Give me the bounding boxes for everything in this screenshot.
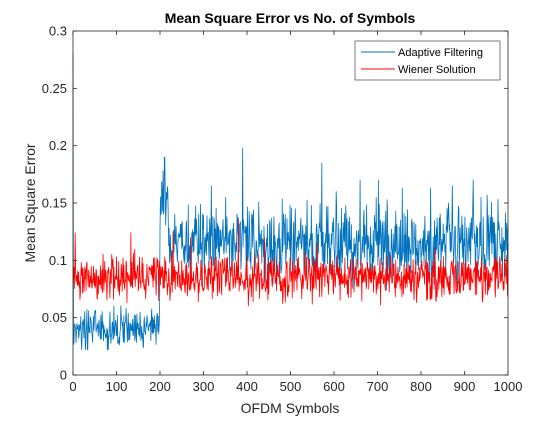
legend-box <box>354 40 501 81</box>
series-layer <box>72 53 509 351</box>
y-axis-label: Mean Square Error <box>22 143 38 262</box>
legend-label-wiener-solution: Wiener Solution <box>398 64 476 76</box>
x-tick-label: 100 <box>106 379 128 394</box>
y-tick-label: 0.25 <box>42 81 67 96</box>
y-tick-label: 0 <box>60 368 67 383</box>
y-tick-label: 0.2 <box>49 138 67 153</box>
x-tick-label: 400 <box>236 379 258 394</box>
y-tick-label: 0.1 <box>49 253 67 268</box>
x-ticks: 0 100 200 300 400 500 600 700 800 900 1000 <box>69 31 522 394</box>
y-tick-label: 0.15 <box>42 196 67 211</box>
y-tick-label: 0.3 <box>49 24 67 39</box>
y-ticks: 0 0.05 0.1 0.15 0.2 0.25 0.3 <box>42 24 508 383</box>
x-tick-label: 300 <box>193 379 215 394</box>
y-tick-label: 0.05 <box>42 310 67 325</box>
x-axis-label: OFDM Symbols <box>241 400 340 416</box>
legend: Adaptive Filtering Wiener Solution <box>354 40 501 81</box>
chart-title: Mean Square Error vs No. of Symbols <box>165 10 416 26</box>
x-tick-label: 1000 <box>494 379 523 394</box>
series-line-wiener-solution <box>72 219 509 307</box>
x-tick-label: 800 <box>410 379 432 394</box>
plot-area <box>73 31 508 375</box>
x-tick-label: 700 <box>367 379 389 394</box>
x-tick-label: 600 <box>323 379 345 394</box>
x-tick-label: 500 <box>280 379 302 394</box>
x-tick-label: 200 <box>149 379 171 394</box>
x-tick-label: 900 <box>454 379 476 394</box>
x-tick-label: 0 <box>69 379 76 394</box>
legend-label-adaptive-filtering: Adaptive Filtering <box>398 47 483 59</box>
